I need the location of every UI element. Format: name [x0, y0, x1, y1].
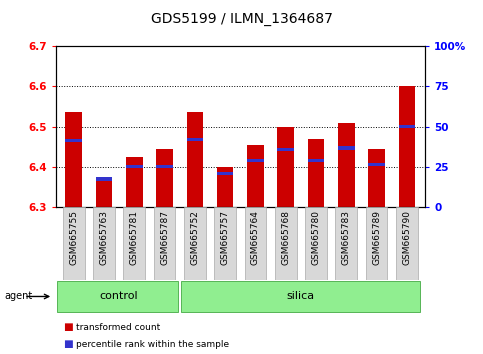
Text: control: control — [100, 291, 139, 302]
FancyBboxPatch shape — [57, 281, 178, 312]
FancyBboxPatch shape — [93, 207, 115, 280]
Text: GSM665781: GSM665781 — [130, 210, 139, 265]
Text: GSM665752: GSM665752 — [190, 210, 199, 265]
Bar — [338, 122, 355, 207]
Bar — [217, 167, 233, 207]
FancyBboxPatch shape — [214, 207, 236, 280]
FancyBboxPatch shape — [244, 207, 266, 280]
Bar — [156, 165, 173, 169]
Bar — [277, 127, 294, 207]
FancyBboxPatch shape — [184, 207, 206, 280]
Bar — [65, 113, 82, 207]
Bar — [186, 113, 203, 207]
Text: ■: ■ — [63, 339, 72, 349]
Text: silica: silica — [287, 291, 315, 302]
Bar — [368, 163, 385, 166]
Text: GSM665757: GSM665757 — [221, 210, 229, 265]
Text: ■: ■ — [63, 322, 72, 332]
FancyBboxPatch shape — [305, 207, 327, 280]
FancyBboxPatch shape — [366, 207, 387, 280]
Bar — [126, 165, 142, 169]
Text: GSM665763: GSM665763 — [99, 210, 109, 265]
Text: transformed count: transformed count — [76, 323, 160, 332]
Text: GSM665780: GSM665780 — [312, 210, 321, 265]
Bar — [338, 146, 355, 149]
Text: GSM665764: GSM665764 — [251, 210, 260, 265]
Bar — [217, 172, 233, 175]
Bar — [277, 148, 294, 151]
Text: GSM665787: GSM665787 — [160, 210, 169, 265]
Bar — [368, 149, 385, 207]
Text: agent: agent — [5, 291, 33, 302]
FancyBboxPatch shape — [63, 207, 85, 280]
Bar — [156, 149, 173, 207]
Bar — [186, 138, 203, 141]
Text: GSM665768: GSM665768 — [281, 210, 290, 265]
Bar — [96, 177, 113, 181]
Text: GSM665789: GSM665789 — [372, 210, 381, 265]
Bar — [308, 159, 325, 162]
Bar — [247, 159, 264, 162]
Bar — [247, 145, 264, 207]
FancyBboxPatch shape — [154, 207, 175, 280]
Text: percentile rank within the sample: percentile rank within the sample — [76, 339, 229, 349]
FancyBboxPatch shape — [396, 207, 418, 280]
Text: GDS5199 / ILMN_1364687: GDS5199 / ILMN_1364687 — [151, 12, 332, 27]
FancyBboxPatch shape — [181, 281, 421, 312]
FancyBboxPatch shape — [275, 207, 297, 280]
Bar — [126, 157, 142, 207]
FancyBboxPatch shape — [335, 207, 357, 280]
FancyBboxPatch shape — [123, 207, 145, 280]
Bar — [398, 86, 415, 207]
Bar — [96, 181, 113, 207]
Bar — [308, 139, 325, 207]
Text: GSM665783: GSM665783 — [342, 210, 351, 265]
Text: GSM665755: GSM665755 — [69, 210, 78, 265]
Bar — [398, 125, 415, 128]
Bar — [65, 139, 82, 142]
Text: GSM665790: GSM665790 — [402, 210, 412, 265]
